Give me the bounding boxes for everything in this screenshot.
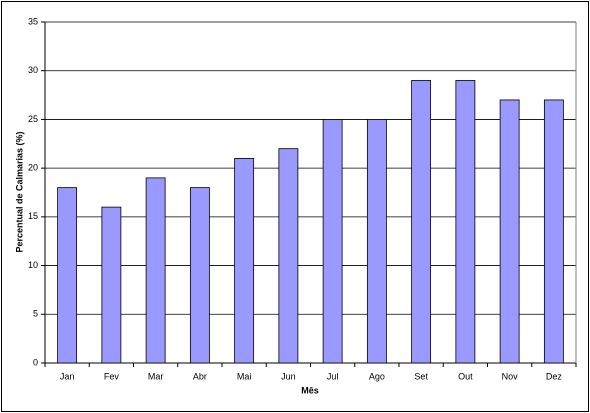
bar — [278, 148, 299, 364]
x-tick-label: Mai — [237, 371, 252, 381]
y-tick-label: 30 — [28, 65, 38, 75]
x-tick-label: Jan — [60, 371, 75, 381]
y-tick-label: 20 — [28, 163, 38, 173]
y-tick-label: 15 — [28, 211, 38, 221]
x-tick-label: Out — [458, 371, 473, 381]
bar — [189, 187, 210, 364]
bar — [57, 187, 78, 364]
bar — [411, 80, 432, 364]
x-tick-label: Set — [414, 371, 428, 381]
x-tick-label: Jun — [281, 371, 296, 381]
y-tick-label: 35 — [28, 16, 38, 26]
y-tick-label: 10 — [28, 260, 38, 270]
bar — [234, 157, 255, 364]
bar — [499, 99, 520, 364]
bar — [322, 119, 343, 364]
x-tick-label: Dez — [546, 371, 563, 381]
y-tick-label: 25 — [28, 114, 38, 124]
x-tick-label: Nov — [502, 371, 519, 381]
bar — [543, 99, 564, 364]
x-tick-label: Fev — [104, 371, 120, 381]
y-tick-label: 5 — [33, 309, 38, 319]
x-tick-label: Abr — [193, 371, 207, 381]
x-axis-title: Mês — [301, 385, 319, 395]
y-tick-label: 0 — [33, 357, 38, 367]
bar — [145, 177, 166, 364]
bar — [101, 206, 122, 364]
bar — [366, 119, 387, 364]
y-axis-title: Percentual de Calmarias (%) — [14, 131, 24, 252]
bar — [455, 80, 476, 364]
x-tick-label: Mar — [148, 371, 164, 381]
x-tick-label: Jul — [327, 371, 339, 381]
x-tick-label: Ago — [369, 371, 385, 381]
